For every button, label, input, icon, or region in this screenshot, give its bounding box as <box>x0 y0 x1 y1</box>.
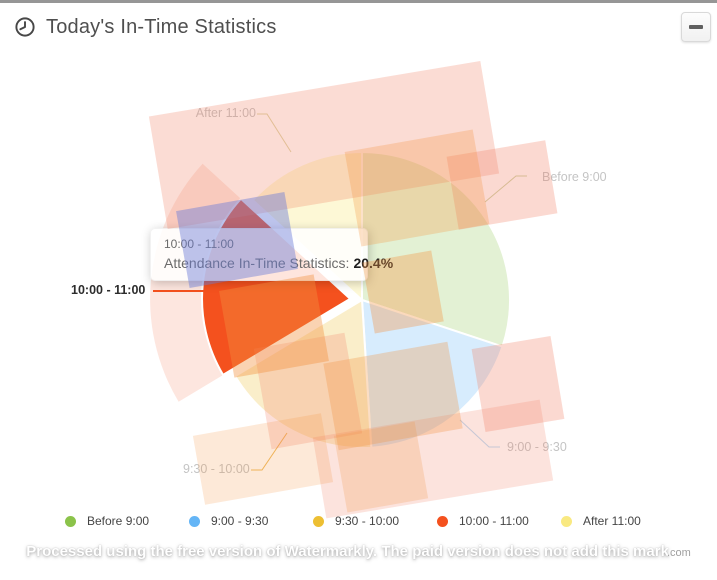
label-leader-before-9 <box>484 175 527 203</box>
slice-label-10-11: 10:00 - 11:00 <box>71 283 146 297</box>
pie-slice-9-00-9-30[interactable] <box>360 298 504 449</box>
label-leader-after-11 <box>257 113 292 153</box>
tooltip-series-label: Attendance In-Time Statistics: <box>164 255 350 271</box>
label-leader-930-10 <box>251 432 288 471</box>
legend-label: 9:00 - 9:30 <box>211 514 269 528</box>
tooltip-series-line: Attendance In-Time Statistics: 20.4% <box>164 255 393 271</box>
legend-label: After 11:00 <box>583 514 641 528</box>
legend-dot <box>561 515 572 527</box>
legend-item-before-9-00[interactable]: Before 9:00 <box>65 514 189 528</box>
slice-label-930-10: 9:30 - 10:00 <box>183 462 250 476</box>
window-top-border <box>0 0 717 3</box>
clock-icon <box>15 17 35 37</box>
legend-dot <box>437 515 448 527</box>
label-leader-9-930 <box>459 419 500 448</box>
legend-item-9-00-9-30[interactable]: 9:00 - 9:30 <box>189 514 313 528</box>
page-title: Today's In-Time Statistics <box>46 15 277 38</box>
minimize-button[interactable] <box>681 12 711 42</box>
legend-label: Before 9:00 <box>87 514 150 528</box>
card-header: Today's In-Time Statistics <box>0 3 717 51</box>
slice-label-before-9: Before 9:00 <box>542 170 607 184</box>
chart-tooltip: 10:00 - 11:00 Attendance In-Time Statist… <box>150 228 393 281</box>
legend-item-10-00-11-00[interactable]: 10:00 - 11:00 <box>437 514 561 528</box>
legend-label: 9:30 - 10:00 <box>335 514 400 528</box>
minus-icon <box>689 25 703 29</box>
tooltip-category: 10:00 - 11:00 <box>164 237 234 251</box>
legend-dot <box>313 515 324 527</box>
legend-item-9-30-10-00[interactable]: 9:30 - 10:00 <box>313 514 437 528</box>
legend-item-after-11-00[interactable]: After 11:00 <box>561 514 685 528</box>
slice-label-after-11: After 11:00 <box>195 106 256 120</box>
legend: Before 9:00 9:00 - 9:30 9:30 - 10:00 10:00 … <box>65 514 685 528</box>
pie-slice-9-30-10-00[interactable] <box>233 298 373 449</box>
legend-label: 10:00 - 11:00 <box>459 514 529 528</box>
legend-dot <box>189 515 200 527</box>
slice-label-9-930: 9:00 - 9:30 <box>507 440 567 454</box>
legend-dot <box>65 515 76 527</box>
pie-slice-before-9-00[interactable] <box>361 150 512 348</box>
tooltip-value: 20.4% <box>353 255 394 271</box>
